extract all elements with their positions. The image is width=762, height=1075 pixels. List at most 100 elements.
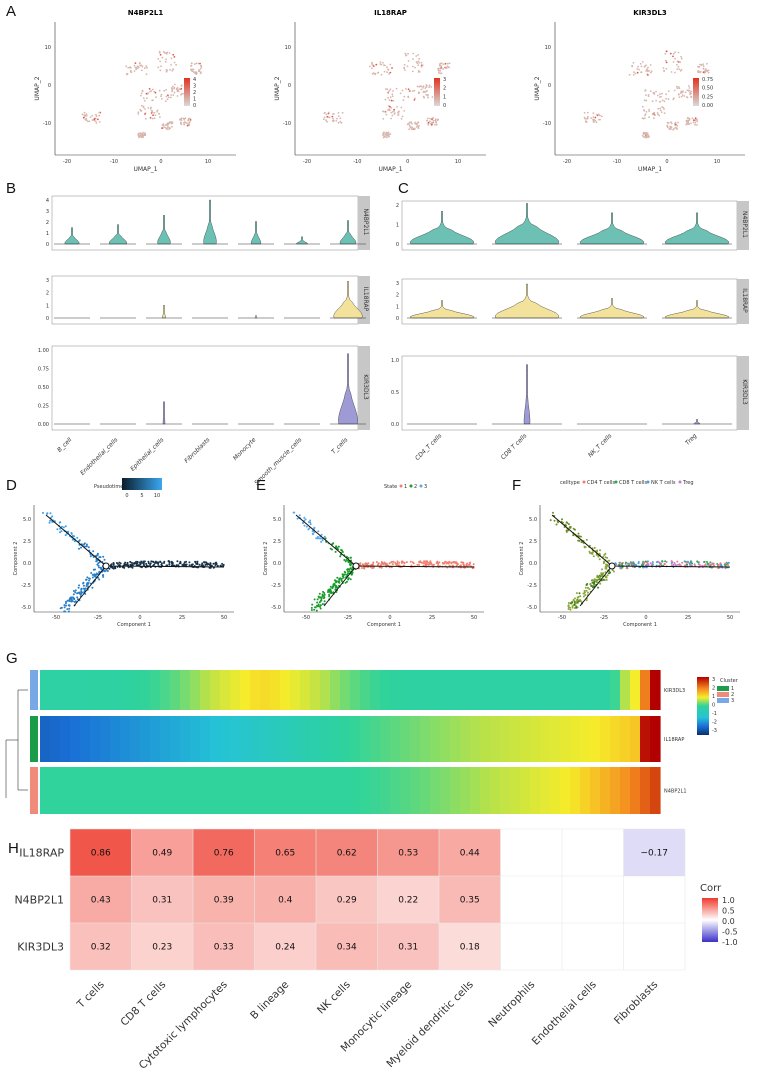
traj-point — [456, 562, 459, 565]
umap-point — [644, 114, 646, 117]
traj-point — [62, 526, 65, 529]
umap-point — [628, 73, 631, 76]
traj-point — [447, 561, 450, 564]
traj-point — [647, 560, 649, 563]
traj-point — [72, 590, 75, 592]
traj-point — [703, 560, 706, 563]
umap-point — [697, 65, 699, 68]
traj-point — [665, 561, 668, 563]
umap-point — [412, 65, 414, 68]
violin-y-tick: 2 — [46, 291, 49, 297]
cluster-legend-swatch — [717, 698, 729, 703]
heat-cell — [630, 716, 641, 762]
traj-point — [567, 529, 570, 532]
heat-cell — [130, 670, 141, 710]
violin-y-tick: 0.0 — [391, 422, 399, 428]
state-legend-dot — [399, 484, 403, 488]
corr-value: 0.31 — [152, 896, 172, 906]
branch-node — [608, 562, 616, 570]
heat-cell — [380, 767, 391, 814]
heat-legend-tick: 0 — [712, 703, 715, 709]
umap-point — [675, 127, 678, 129]
corr-grid — [70, 829, 685, 970]
heat-cell — [240, 767, 251, 814]
heat-cell — [150, 670, 161, 710]
umap-point — [692, 121, 695, 124]
umap-point — [636, 71, 639, 74]
traj-point — [577, 532, 580, 535]
traj-point — [574, 528, 576, 531]
umap-point — [326, 120, 328, 123]
traj-point — [328, 595, 331, 598]
violin-b-category: Smooth_muscle_cells — [253, 436, 303, 486]
traj-point — [335, 545, 338, 548]
umap-point — [403, 110, 406, 112]
umap-point — [448, 62, 451, 65]
traj-point — [74, 589, 77, 592]
umap-point — [412, 52, 414, 55]
heat-cell — [430, 670, 441, 710]
umap-point — [139, 132, 142, 135]
umap-point — [191, 68, 194, 71]
umap-point — [688, 87, 691, 89]
heat-cell — [60, 716, 71, 762]
corr-row-label: IL18RAP — [19, 847, 64, 860]
umap-point — [416, 62, 419, 65]
umap-point — [696, 124, 698, 126]
umap-point — [432, 117, 435, 119]
traj-point — [190, 563, 193, 566]
traj-point — [340, 580, 343, 583]
umap-point — [149, 107, 152, 110]
corr-value: 0.86 — [91, 849, 111, 859]
traj-point — [590, 584, 593, 587]
umap-point — [151, 99, 154, 102]
traj-point — [171, 564, 174, 567]
traj-point — [398, 561, 401, 564]
umap-point — [173, 86, 176, 89]
umap-point — [411, 90, 414, 92]
heat-legend-bar — [697, 677, 709, 735]
umap-point — [426, 117, 429, 120]
corr-value: 0.62 — [337, 849, 357, 859]
traj-point — [429, 560, 432, 563]
traj-point — [655, 561, 658, 564]
heat-cell — [530, 716, 541, 762]
traj-point — [329, 590, 332, 593]
umap-point — [645, 136, 648, 139]
traj-point — [309, 523, 312, 526]
umap-point — [595, 113, 598, 116]
traj-point — [116, 562, 119, 565]
umap-point — [392, 100, 395, 102]
traj-point — [350, 573, 353, 576]
heat-cell — [430, 716, 441, 762]
heat-cell — [650, 716, 661, 762]
umap-point — [652, 91, 655, 94]
heat-cell — [100, 716, 111, 762]
traj-point — [60, 530, 63, 533]
umap-point — [159, 69, 162, 72]
umap-point — [159, 53, 162, 56]
heat-cell — [450, 670, 461, 710]
umap-point — [140, 94, 142, 97]
umap-point — [637, 65, 639, 68]
umap-point — [669, 52, 672, 55]
traj-point — [625, 567, 628, 570]
umap-point — [158, 51, 161, 54]
umap-point — [650, 71, 652, 74]
traj-x-tick: -25 — [600, 615, 608, 621]
violin-y-tick: 0.75 — [38, 367, 49, 373]
umap-point — [681, 94, 684, 96]
traj-point — [727, 564, 730, 567]
traj-point — [455, 564, 458, 567]
traj-point — [591, 579, 594, 581]
traj-point — [683, 560, 686, 563]
traj-point — [676, 560, 679, 563]
umap-point — [647, 95, 650, 98]
cluster-bar — [30, 767, 38, 814]
heat-cell — [330, 716, 341, 762]
heat-cell — [170, 716, 181, 762]
traj-point — [185, 560, 188, 563]
umap-point — [139, 64, 142, 67]
traj-point — [717, 567, 720, 570]
traj-point — [82, 582, 85, 585]
